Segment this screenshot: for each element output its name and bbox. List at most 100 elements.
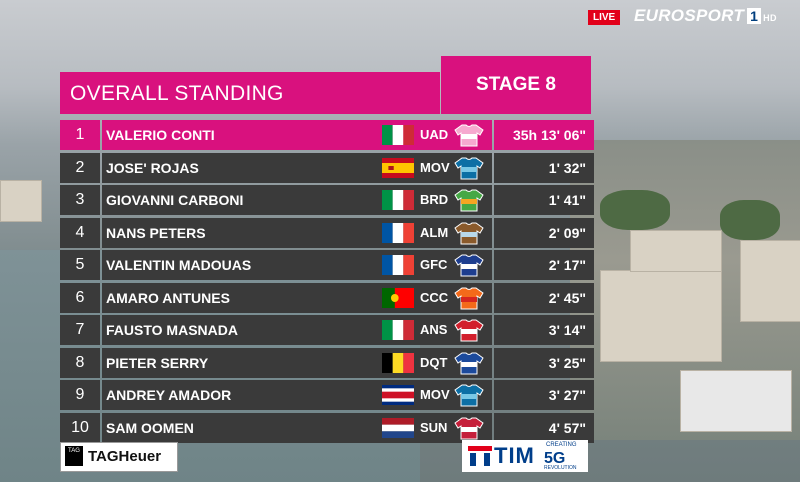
belgium-flag-icon [382,352,414,373]
building [630,230,722,272]
france-flag-icon [382,255,414,275]
rider-cell: VALERIO CONTI UAD [102,120,492,150]
time-gap: 2' 17" [548,257,586,273]
rider-cell: ANDREY AMADOR MOV [102,380,492,410]
time-gap: 1' 32" [548,159,586,176]
rider-cell: FAUSTO MASNADA ANS [102,315,492,345]
italy-flag-icon [382,320,414,340]
standing-row: 6 AMARO ANTUNES CCC 2' 45" [60,282,594,313]
rider-name: VALENTIN MADOUAS [106,257,252,273]
rider-name: PIETER SERRY [106,354,209,371]
tim-text: TIM [494,443,535,468]
time-cell: 3' 25" [494,347,594,378]
italy-flag-icon [382,190,414,210]
team-code: UAD [420,127,449,142]
time-cell: 3' 27" [494,380,594,410]
time-cell: 1' 41" [494,185,594,215]
rider-name: VALERIO CONTI [106,127,215,143]
rider-cell: PIETER SERRY DQT [102,347,492,378]
standings-header: OVERALL STANDING [60,72,440,114]
tree [720,200,780,240]
channel-number: 1 [747,8,762,24]
time-gap: 2' 45" [548,289,586,306]
tagheuer-logo: TAG TAGHeuer [60,442,178,472]
rider-cell: NANS PETERS ALM [102,217,492,248]
rank-cell: 7 [60,315,100,345]
androni-jersey-icon [454,318,484,342]
time-gap: 3' 14" [548,322,586,338]
team-code: MOV [420,387,450,402]
groupama-jersey-icon [454,253,484,277]
standing-row: 9 ANDREY AMADOR MOV 3' 27" [60,380,594,410]
spain-flag-icon [382,157,414,178]
time-gap: 3' 27" [548,387,586,403]
tim-mark-icon [468,446,492,466]
rank-cell: 4 [60,217,100,248]
team-code: GFC [420,257,448,272]
live-badge: LIVE [588,10,621,25]
rank-cell: 5 [60,250,100,280]
rider-cell: VALENTIN MADOUAS GFC [102,250,492,280]
rank-cell: 6 [60,282,100,313]
building [0,180,42,222]
standing-row: 3 GIOVANNI CARBONI BRD 1' 41" [60,185,594,215]
france-flag-icon [382,222,414,243]
rider-name: FAUSTO MASNADA [106,322,238,338]
tagheuer-badge: TAG [65,446,83,466]
tree [600,190,670,230]
deceuninck-jersey-icon [454,351,484,375]
rider-name: ANDREY AMADOR [106,387,232,403]
team-code: CCC [420,289,449,305]
time-cell: 1' 32" [494,152,594,183]
stage-header: STAGE 8 [441,56,591,114]
tagheuer-text: TAGHeuer [88,448,162,465]
ccc-jersey-icon [454,286,484,310]
time-gap: 1' 41" [548,192,586,208]
rider-name: GIOVANNI CARBONI [106,192,244,208]
hd-label: HD [763,13,777,23]
tim-revolution: REVOLUTION [544,465,577,471]
italy-flag-icon [382,125,414,145]
rank-cell: 2 [60,152,100,183]
building [740,240,800,322]
standing-row: 5 VALENTIN MADOUAS GFC 2' 17" [60,250,594,280]
rider-name: NANS PETERS [106,224,206,241]
standing-row: 8 PIETER SERRY DQT 3' 25" [60,347,594,378]
time-cell: 35h 13' 06" [494,120,594,150]
channel-name: EUROSPORT [634,6,745,25]
building [680,370,792,432]
rider-cell: AMARO ANTUNES CCC [102,282,492,313]
team-code: DQT [420,354,448,370]
standing-row: 7 FAUSTO MASNADA ANS 3' 14" [60,315,594,345]
tim-creating: CREATING [546,442,577,448]
time-cell: 2' 45" [494,282,594,313]
stage-label: STAGE 8 [476,74,556,95]
movistar-jersey-icon [454,156,484,180]
time-cell: 2' 09" [494,217,594,248]
rider-cell: JOSE' ROJAS MOV [102,152,492,183]
time-gap: 4' 57" [548,419,586,436]
building [600,270,722,362]
standing-row: 4 NANS PETERS ALM 2' 09" [60,217,594,248]
time-gap: 35h 13' 06" [512,127,586,143]
time-gap: 2' 09" [548,224,586,241]
team-code: SUN [420,419,448,435]
rider-name: AMARO ANTUNES [106,289,230,306]
rank-cell: 3 [60,185,100,215]
rank-cell: 1 [60,120,100,150]
standings-title: OVERALL STANDING [70,82,284,105]
ag2r-jersey-icon [454,221,484,245]
rider-cell: GIOVANNI CARBONI BRD [102,185,492,215]
team-code: BRD [420,192,449,207]
tim-5g: 5G [544,450,566,467]
portugal-flag-icon [382,287,414,308]
time-cell: 4' 57" [494,412,594,443]
standing-row: 1 VALERIO CONTI UAD 35h 13' 06" [60,120,594,150]
costa-rica-flag-icon [382,385,414,405]
team-code: MOV [420,159,450,175]
sunweb-jersey-icon [454,416,484,440]
rank-cell: 8 [60,347,100,378]
netherlands-flag-icon [382,417,414,438]
rider-cell: SAM OOMEN SUN [102,412,492,443]
rank-cell: 9 [60,380,100,410]
